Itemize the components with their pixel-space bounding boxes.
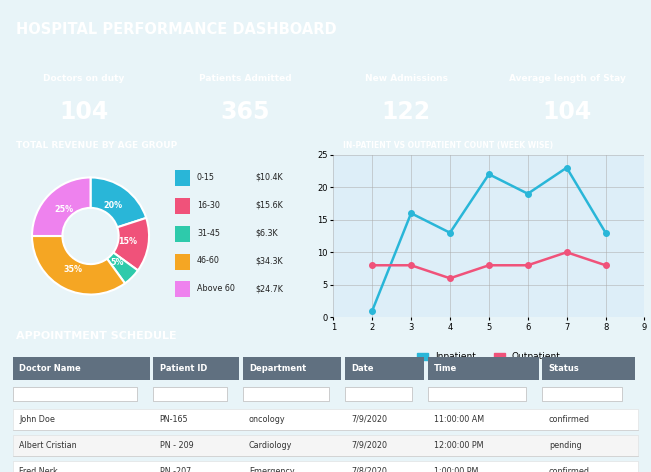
Text: Albert Cristian: Albert Cristian bbox=[20, 441, 77, 450]
Text: PN - 209: PN - 209 bbox=[159, 441, 193, 450]
FancyBboxPatch shape bbox=[542, 387, 622, 401]
Text: 104: 104 bbox=[542, 101, 592, 125]
Text: Department: Department bbox=[249, 364, 306, 373]
FancyBboxPatch shape bbox=[428, 387, 527, 401]
Text: oncology: oncology bbox=[249, 415, 286, 424]
Text: APPOINTMENT SCHEDULE: APPOINTMENT SCHEDULE bbox=[16, 331, 176, 341]
FancyBboxPatch shape bbox=[13, 387, 137, 401]
Text: Fred Nerk: Fred Nerk bbox=[20, 467, 58, 472]
Text: TOTAL REVENUE BY AGE GROUP: TOTAL REVENUE BY AGE GROUP bbox=[16, 141, 177, 150]
Text: 7/8/2020: 7/8/2020 bbox=[351, 467, 387, 472]
Text: IN-PATIENT VS OUTPATIENT COUNT (WEEK WISE): IN-PATIENT VS OUTPATIENT COUNT (WEEK WIS… bbox=[342, 141, 553, 150]
FancyBboxPatch shape bbox=[13, 435, 638, 456]
FancyBboxPatch shape bbox=[428, 357, 539, 380]
Text: Patients Admitted: Patients Admitted bbox=[199, 74, 291, 83]
Text: confirmed: confirmed bbox=[549, 467, 590, 472]
Text: Doctors on duty: Doctors on duty bbox=[43, 74, 124, 83]
FancyBboxPatch shape bbox=[153, 387, 227, 401]
FancyBboxPatch shape bbox=[13, 461, 638, 472]
Text: PN-165: PN-165 bbox=[159, 415, 188, 424]
FancyBboxPatch shape bbox=[13, 409, 638, 430]
Text: HOSPITAL PERFORMANCE DASHBOARD: HOSPITAL PERFORMANCE DASHBOARD bbox=[16, 22, 337, 37]
Text: Average length of Stay: Average length of Stay bbox=[508, 74, 626, 83]
FancyBboxPatch shape bbox=[344, 357, 424, 380]
FancyBboxPatch shape bbox=[542, 357, 635, 380]
Text: Doctor Name: Doctor Name bbox=[20, 364, 81, 373]
Text: 104: 104 bbox=[59, 101, 109, 125]
Text: pending: pending bbox=[549, 441, 581, 450]
FancyBboxPatch shape bbox=[344, 387, 411, 401]
Text: 12:00:00 PM: 12:00:00 PM bbox=[434, 441, 484, 450]
FancyBboxPatch shape bbox=[13, 357, 150, 380]
Text: confirmed: confirmed bbox=[549, 415, 590, 424]
Text: 122: 122 bbox=[381, 101, 430, 125]
Text: Cardiology: Cardiology bbox=[249, 441, 292, 450]
Legend: Inpatient, Outpatient: Inpatient, Outpatient bbox=[413, 349, 564, 365]
Text: New Admissions: New Admissions bbox=[365, 74, 447, 83]
Text: Emergency: Emergency bbox=[249, 467, 294, 472]
FancyBboxPatch shape bbox=[243, 357, 341, 380]
Text: John Doe: John Doe bbox=[20, 415, 55, 424]
Text: Date: Date bbox=[351, 364, 374, 373]
Text: 1:00:00 PM: 1:00:00 PM bbox=[434, 467, 478, 472]
Text: 11:00:00 AM: 11:00:00 AM bbox=[434, 415, 484, 424]
Text: 7/9/2020: 7/9/2020 bbox=[351, 415, 387, 424]
Text: Time: Time bbox=[434, 364, 457, 373]
FancyBboxPatch shape bbox=[243, 387, 329, 401]
Text: PN -207: PN -207 bbox=[159, 467, 191, 472]
Text: 365: 365 bbox=[220, 101, 270, 125]
Text: Status: Status bbox=[549, 364, 579, 373]
Text: Patient ID: Patient ID bbox=[159, 364, 207, 373]
FancyBboxPatch shape bbox=[153, 357, 240, 380]
Text: 7/9/2020: 7/9/2020 bbox=[351, 441, 387, 450]
